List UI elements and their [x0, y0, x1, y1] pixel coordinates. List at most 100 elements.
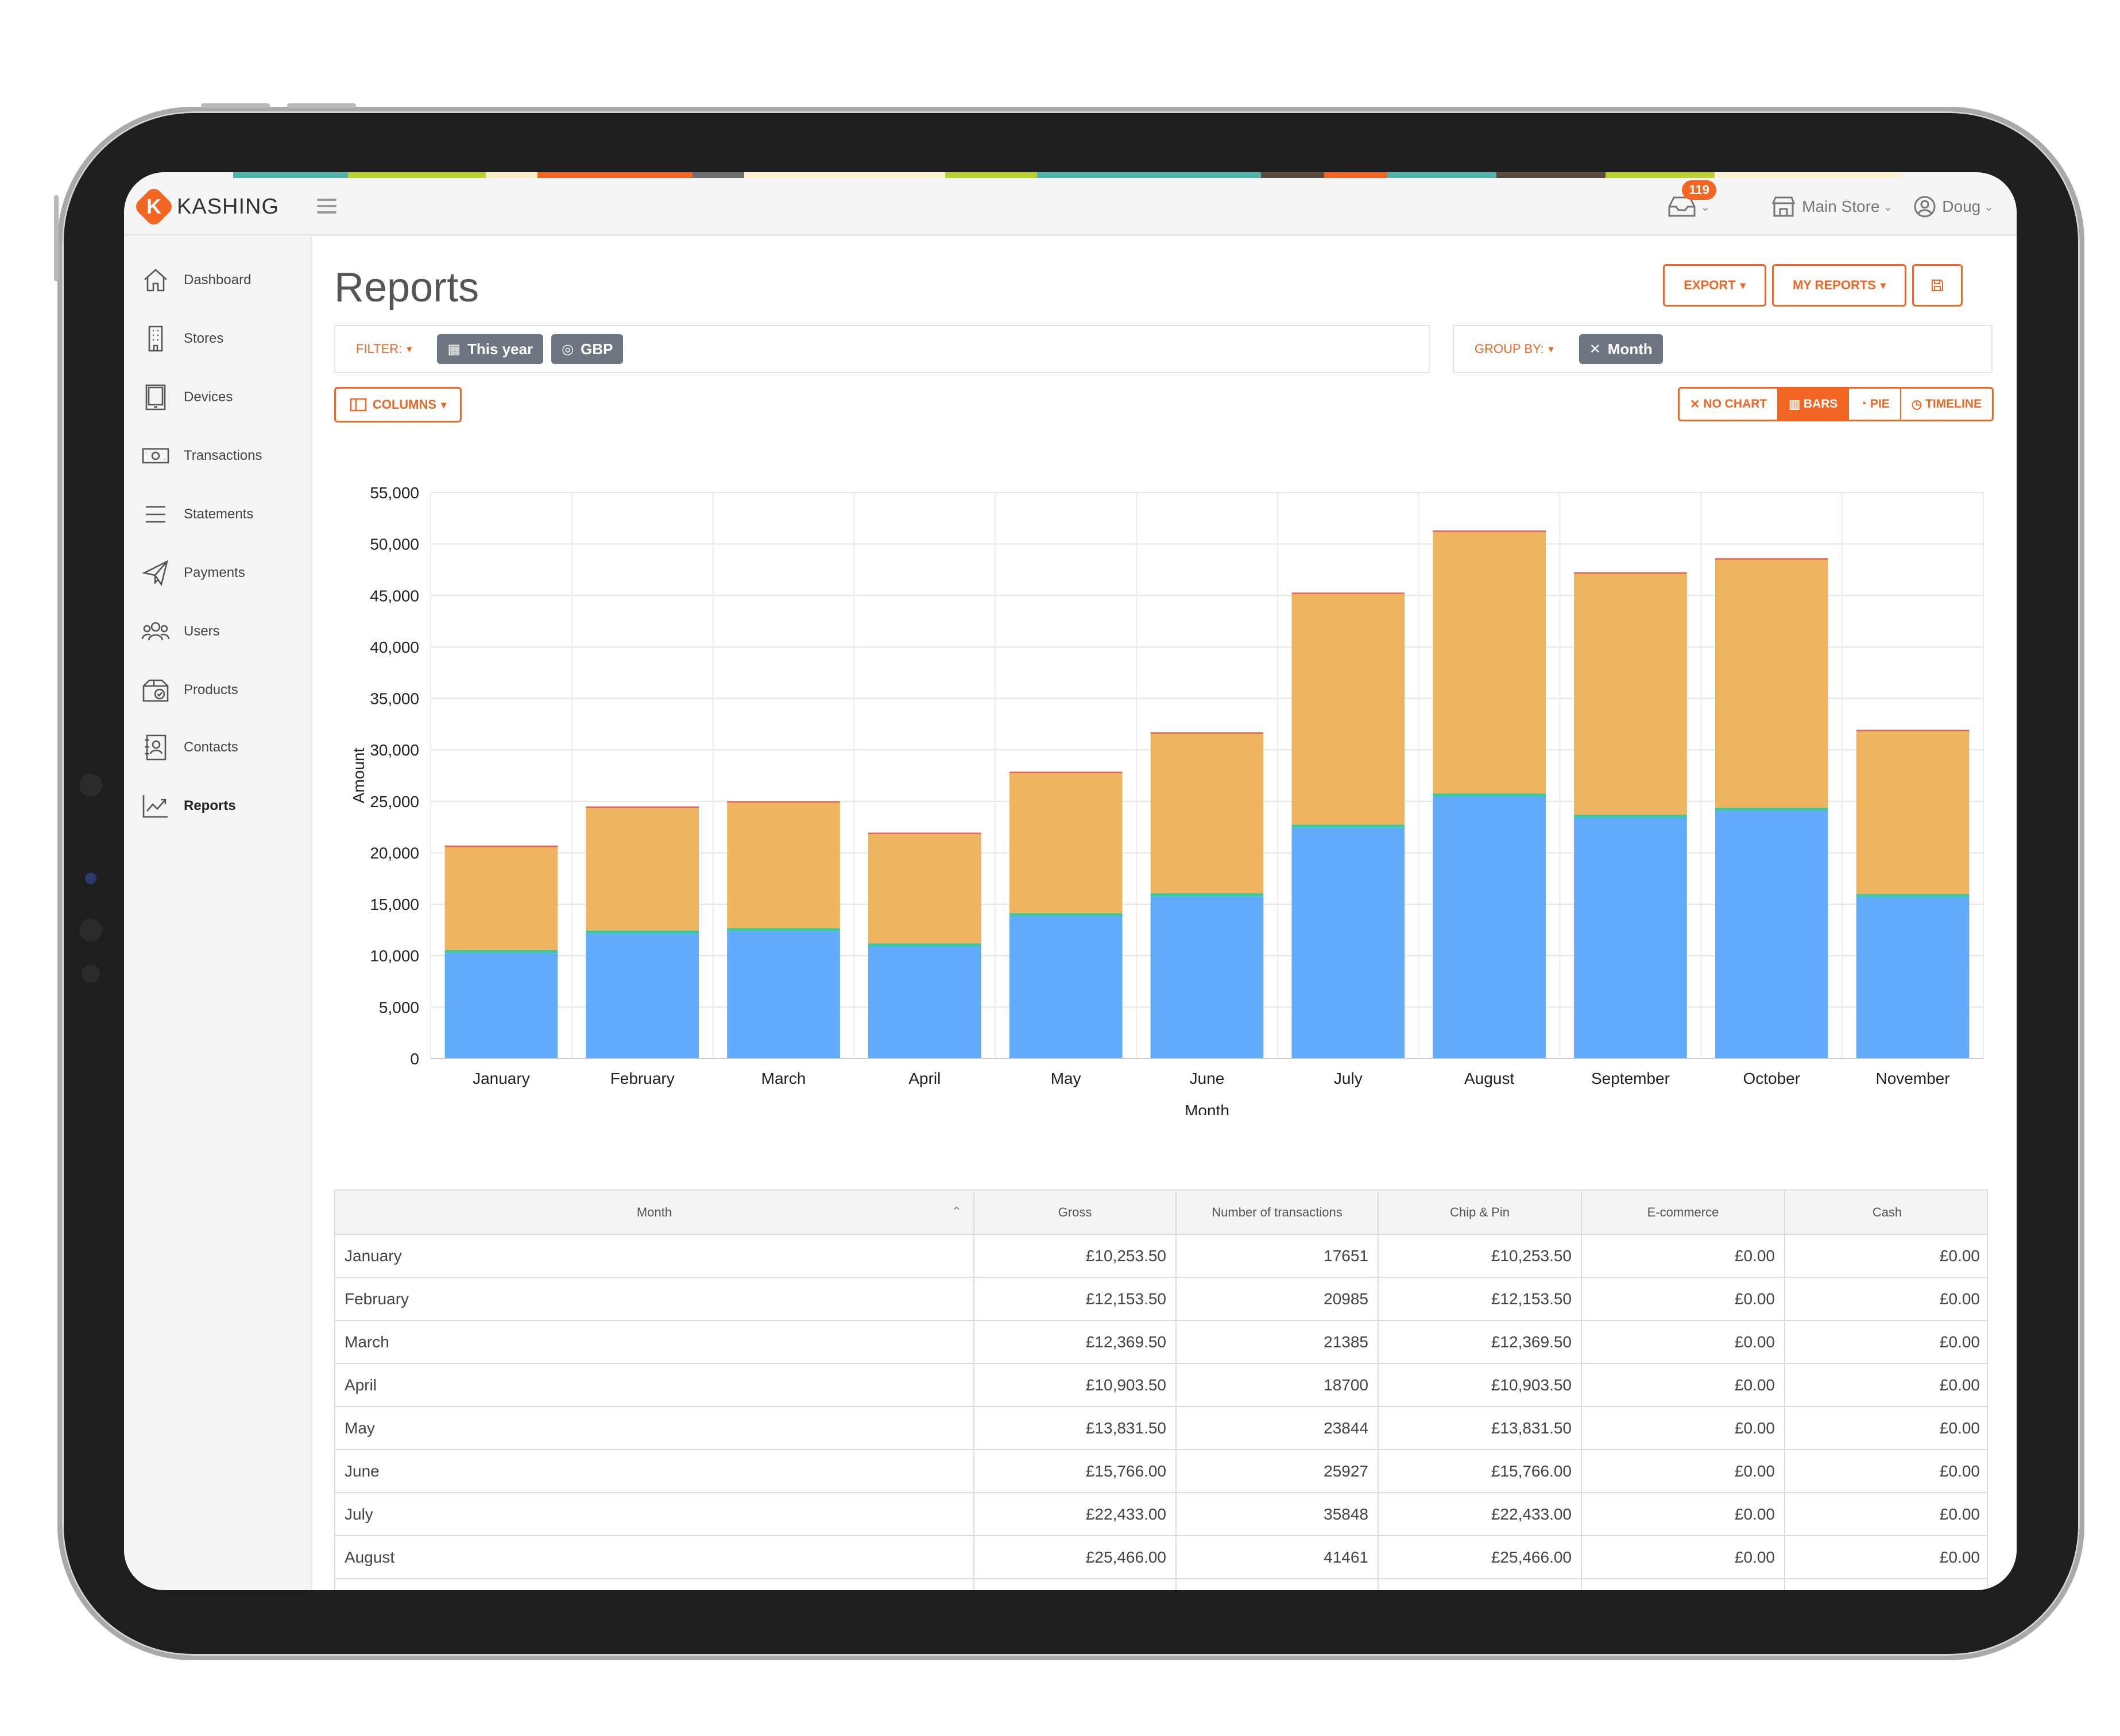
sidebar-item-label: Reports — [184, 798, 236, 813]
caret-down-icon: ▾ — [1740, 279, 1746, 291]
bar-segment — [1574, 574, 1687, 815]
export-button[interactable]: EXPORT ▾ — [1663, 264, 1766, 307]
table-cell: 41461 — [1176, 1536, 1379, 1579]
table-row[interactable]: February £12,153.50 20985 £12,153.50 £0.00 £0… — [335, 1277, 1987, 1321]
column-header[interactable]: E-commerce — [1581, 1191, 1785, 1235]
y-tick-label: 50,000 — [370, 536, 419, 553]
column-header[interactable]: Chip & Pin — [1378, 1191, 1582, 1235]
table-cell: £0.00 — [1581, 1363, 1785, 1407]
filter-dropdown[interactable]: FILTER: ▾ — [356, 342, 412, 356]
user-avatar-icon — [1914, 196, 1936, 218]
stripe-segment — [124, 172, 233, 178]
main-content: Reports EXPORT ▾ MY REPORTS ▾ FILTER: ▾ ▦ Th… — [311, 237, 2017, 1590]
table-cell: £0.00 — [1785, 1493, 1987, 1536]
table-row[interactable]: July £22,433.00 35848 £22,433.00 £0.00 £0.00 — [335, 1493, 1987, 1536]
chart-mode-bars[interactable]: ▥ BARS — [1778, 389, 1850, 420]
chart-mode-label: BARS — [1803, 397, 1838, 410]
table-cell: 23844 — [1176, 1406, 1379, 1450]
bar-segment — [868, 832, 981, 835]
chevron-down-icon: ⌄ — [1883, 200, 1893, 214]
sidebar-item-devices[interactable]: Devices — [141, 380, 233, 414]
save-report-button[interactable] — [1912, 264, 1963, 307]
store-selector[interactable]: Main Store ⌄ — [1771, 195, 1893, 218]
x-tick-label: November — [1876, 1070, 1950, 1087]
table-body: January £10,253.50 17651 £10,253.50 £0.00 £0.… — [335, 1234, 1987, 1590]
chart-mode-pie[interactable]: ◔ PIE — [1849, 389, 1901, 420]
y-tick-label: 5,000 — [379, 998, 419, 1016]
stripe-segment — [1261, 172, 1324, 178]
sidebar-item-transactions[interactable]: Transactions — [141, 439, 262, 473]
column-header-label: E-commerce — [1647, 1204, 1719, 1219]
column-header[interactable]: Gross — [974, 1191, 1177, 1235]
column-header[interactable]: Cash — [1785, 1191, 1987, 1235]
chart-mode-no-chart[interactable]: ✕ NO CHART — [1679, 389, 1779, 420]
table-cell: £12,369.50 — [974, 1320, 1177, 1364]
table-row[interactable]: April £10,903.50 18700 £10,903.50 £0.00 £0.00 — [335, 1363, 1987, 1407]
group-by-chip[interactable]: ✕ Month — [1579, 334, 1663, 364]
sidebar-item-label: Stores — [184, 331, 224, 346]
sensor-dot — [79, 919, 102, 941]
list-icon — [146, 506, 165, 523]
table-cell: £25,466.00 — [974, 1536, 1177, 1579]
sidebar-item-users[interactable]: Users — [141, 614, 220, 649]
table-row[interactable]: March £12,369.50 21385 £12,369.50 £0.00 £0.00 — [335, 1320, 1987, 1364]
menu-toggle-icon[interactable] — [317, 199, 336, 218]
column-header-label: Number of transactions — [1212, 1204, 1343, 1219]
column-header[interactable]: Month ⌃ — [335, 1191, 974, 1235]
sidebar-item-dashboard[interactable]: Dashboard — [141, 263, 251, 297]
table-cell: 25927 — [1176, 1450, 1379, 1493]
chart-mode-timeline[interactable]: ◷ TIMELINE — [1901, 389, 1992, 420]
filter-chip-currency[interactable]: ◎ GBP — [551, 334, 624, 364]
chevron-down-icon: ⌄ — [1700, 200, 1711, 214]
bar-segment — [1574, 817, 1687, 1059]
table-cell: January — [335, 1234, 974, 1278]
table-row[interactable]: September£23,402.5039540£23,402.50£0.00£… — [335, 1579, 1987, 1590]
x-tick-label: February — [610, 1070, 675, 1087]
sidebar-item-payments[interactable]: Payments — [141, 556, 245, 590]
sidebar-item-stores[interactable]: Stores — [141, 321, 223, 356]
sidebar-item-products[interactable]: Products — [141, 673, 238, 707]
sidebar-item-contacts[interactable]: Contacts — [141, 730, 238, 765]
table-row[interactable]: June £15,766.00 25927 £15,766.00 £0.00 £0.00 — [335, 1450, 1987, 1493]
table-cell: 21385 — [1176, 1320, 1379, 1364]
bar-segment — [1433, 796, 1546, 1059]
column-header[interactable]: Number of transactions — [1176, 1191, 1379, 1235]
notifications-button[interactable]: 119 ⌄ — [1667, 180, 1716, 218]
chart-line-icon — [142, 795, 168, 818]
box-icon — [142, 679, 169, 702]
user-menu[interactable]: Doug ⌄ — [1913, 195, 1994, 218]
caret-down-icon: ▾ — [441, 398, 447, 410]
sidebar-item-reports[interactable]: Reports — [141, 789, 236, 823]
sidebar-item-statements[interactable]: Statements — [141, 497, 253, 532]
table-cell: 17651 — [1176, 1234, 1379, 1278]
table-row[interactable]: August £25,466.00 41461 £25,466.00 £0.00 £0.0… — [335, 1536, 1987, 1579]
sort-ascending-icon[interactable]: ⌃ — [951, 1204, 962, 1219]
kashing-logo[interactable]: K KASHING — [133, 185, 279, 228]
my-reports-button[interactable]: MY REPORTS ▾ — [1772, 264, 1906, 307]
bar-segment — [727, 801, 840, 803]
building-icon — [148, 326, 163, 352]
close-icon[interactable]: ✕ — [1589, 341, 1601, 357]
bar-segment — [868, 834, 981, 944]
filter-chip-date[interactable]: ▦ This year — [437, 334, 544, 364]
camera-icon — [85, 873, 96, 884]
table-row[interactable]: January £10,253.50 17651 £10,253.50 £0.00 £0.… — [335, 1234, 1987, 1278]
bar-segment — [444, 845, 558, 847]
stripe-segment — [537, 172, 693, 178]
table-cell: £0.00 — [1785, 1234, 1987, 1278]
volume-button — [287, 103, 356, 108]
table-cell: £0.00 — [1785, 1277, 1987, 1321]
y-tick-label: 40,000 — [370, 638, 419, 656]
caret-down-icon: ▾ — [1881, 279, 1886, 291]
table-cell: May — [335, 1406, 974, 1450]
group-by-dropdown[interactable]: GROUP BY: ▾ — [1475, 342, 1554, 356]
bar-segment — [1433, 793, 1546, 797]
x-tick-label: June — [1190, 1070, 1225, 1087]
columns-button[interactable]: COLUMNS ▾ — [334, 387, 462, 423]
bar-segment — [586, 806, 699, 808]
table-row[interactable]: May £13,831.50 23844 £13,831.50 £0.00 £0.00 — [335, 1406, 1987, 1450]
bar-segment — [586, 933, 699, 1059]
table-cell: March — [335, 1320, 974, 1364]
sidebar-item-label: Transactions — [184, 448, 262, 463]
table-cell: July — [335, 1493, 974, 1536]
